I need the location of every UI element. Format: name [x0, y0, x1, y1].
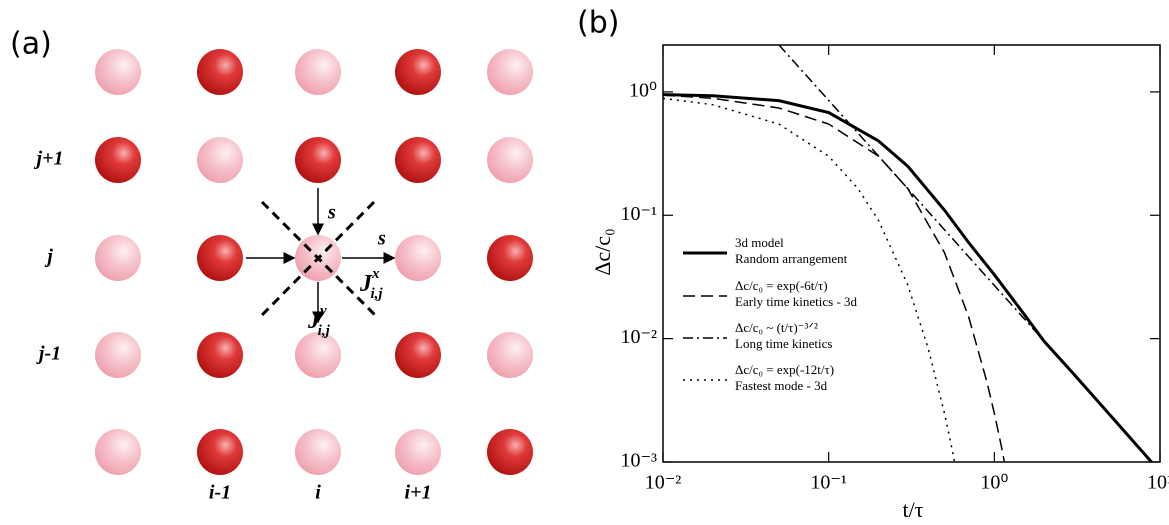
light-sphere — [395, 235, 441, 281]
flux-sub: i,j — [318, 323, 331, 339]
legend-description: Fastest mode - 3d — [735, 378, 828, 393]
light-sphere — [295, 332, 341, 378]
light-sphere — [95, 332, 141, 378]
panel-label: (b) — [577, 6, 619, 41]
light-sphere — [395, 429, 441, 475]
light-sphere — [487, 137, 533, 183]
s-label: s — [327, 202, 336, 224]
x-tick-label: 10⁻¹ — [810, 472, 847, 494]
x-axis-title: t/τ — [902, 497, 923, 522]
legend-name: Δc/c₀ = exp(-6t/τ) — [735, 278, 828, 293]
flux-symbol: J — [359, 271, 373, 297]
x-tick-label: 10⁰ — [980, 472, 1008, 494]
legend-name: 3d model — [735, 235, 784, 250]
flux-sup: y — [318, 303, 327, 319]
col-label: i+1 — [405, 482, 432, 504]
light-sphere — [487, 332, 533, 378]
y-tick-label: 10⁻³ — [620, 450, 657, 472]
legend-description: Long time kinetics — [735, 336, 832, 351]
s-label: s — [377, 228, 386, 250]
dark-sphere — [197, 235, 243, 281]
series-line — [778, 45, 1154, 462]
y-tick-label: 10⁻¹ — [620, 203, 657, 225]
legend-description: Random arrangement — [735, 251, 848, 266]
light-sphere — [295, 429, 341, 475]
row-label: j — [44, 246, 53, 268]
plot-area — [663, 45, 1154, 462]
dark-sphere — [295, 137, 341, 183]
col-label: i — [315, 482, 321, 504]
dark-sphere — [395, 137, 441, 183]
flux-symbol: J — [307, 308, 321, 334]
light-sphere — [95, 235, 141, 281]
legend-name: Δc/c₀ = exp(-12t/τ) — [735, 362, 834, 377]
row-label: j+1 — [34, 148, 64, 170]
dark-sphere — [487, 429, 533, 475]
dark-sphere — [395, 49, 441, 95]
legend-description: Early time kinetics - 3d — [735, 294, 858, 309]
flux-label: Jy i,j — [307, 303, 331, 339]
series-line — [663, 94, 1006, 462]
plot-frame — [662, 44, 1161, 463]
dark-sphere — [95, 137, 141, 183]
dark-sphere — [197, 49, 243, 95]
panel-label: (a) — [10, 27, 52, 62]
flux-sub: i,j — [371, 286, 384, 302]
dark-sphere — [395, 332, 441, 378]
dark-sphere — [487, 235, 533, 281]
legend-name: Δc/c₀ ~ (t/τ)⁻³ᐟ² — [735, 320, 818, 335]
light-sphere — [295, 49, 341, 95]
dashed-boundary — [260, 200, 376, 317]
x-tick-label: 10¹ — [1147, 472, 1169, 494]
light-sphere — [95, 49, 141, 95]
flux-sup: x — [371, 266, 380, 282]
flux-label: Jx i,j — [359, 266, 383, 302]
dark-sphere — [197, 332, 243, 378]
light-sphere — [95, 429, 141, 475]
y-tick-label: 10⁻² — [620, 326, 657, 348]
y-tick-label: 10⁰ — [629, 79, 657, 101]
col-label: i-1 — [209, 482, 231, 504]
x-tick-label: 10⁻² — [645, 472, 682, 494]
y-axis-title: Δc/c₀ — [590, 228, 615, 275]
light-sphere — [197, 137, 243, 183]
dark-sphere — [197, 429, 243, 475]
chart-panel: (b) t/τ Δc/c₀ 10⁻²10⁻¹10⁰10¹10⁻³10⁻²10⁻¹… — [577, 6, 1169, 523]
light-sphere — [487, 49, 533, 95]
row-label: j-1 — [36, 343, 61, 365]
series-line — [663, 97, 956, 462]
